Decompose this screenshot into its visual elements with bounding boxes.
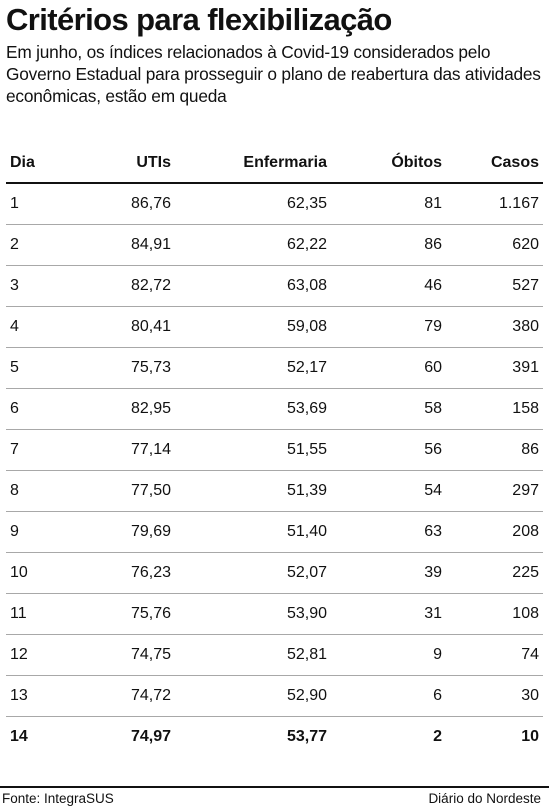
table-row: 4 80,41 59,08 79 380	[6, 306, 543, 348]
source-credit: Fonte: IntegraSUS	[2, 791, 114, 806]
cell-enfermaria: 53,77	[286, 728, 327, 745]
column-header-obitos: Óbitos	[331, 144, 446, 184]
cell-obitos: 79	[331, 306, 446, 348]
cell-utis: 86,76	[58, 183, 175, 225]
cell-obitos: 58	[331, 388, 446, 430]
cell-enfermaria: 52,81	[175, 634, 331, 676]
column-header-utis: UTIs	[58, 144, 175, 184]
cell-utis: 75,73	[58, 347, 175, 389]
cell-utis: 84,91	[58, 224, 175, 266]
table-row: 12 74,75 52,81 9 74	[6, 634, 543, 676]
cell-casos: 380	[446, 306, 543, 348]
cell-dia: 2	[6, 224, 58, 266]
cell-enfermaria: 62,35	[175, 183, 331, 225]
cell-casos: 1.167	[446, 183, 543, 225]
cell-dia: 9	[6, 511, 58, 553]
cell-casos: 158	[446, 388, 543, 430]
cell-enfermaria: 51,55	[175, 429, 331, 471]
cell-utis: 77,50	[58, 470, 175, 512]
cell-enfermaria: 52,07	[175, 552, 331, 594]
table-row: 9 79,69 51,40 63 208	[6, 511, 543, 553]
table-row: 7 77,14 51,55 56 86	[6, 429, 543, 471]
cell-obitos: 54	[331, 470, 446, 512]
cell-obitos: 63	[331, 511, 446, 553]
cell-obitos: 6	[331, 675, 446, 717]
table-row: 2 84,91 62,22 86 620	[6, 224, 543, 266]
cell-utis: 76,23	[58, 552, 175, 594]
cell-dia: 8	[6, 470, 58, 512]
table-header-row: Dia UTIs Enfermaria Óbitos Casos	[6, 144, 543, 184]
cell-obitos: 86	[331, 224, 446, 266]
table-body: 1 86,76 62,35 81 1.167 2 84,91 62,22 86 620 3 82,72…	[6, 183, 543, 757]
cell-dia: 1	[6, 183, 58, 225]
cell-enfermaria: 51,39	[175, 470, 331, 512]
cell-obitos: 9	[331, 634, 446, 676]
cell-dia: 6	[6, 388, 58, 430]
page-title: Critérios para flexibilização	[6, 2, 392, 37]
cell-obitos: 81	[331, 183, 446, 225]
cell-casos: 208	[446, 511, 543, 553]
table-row: 11 75,76 53,90 31 108	[6, 593, 543, 635]
cell-utis: 77,14	[58, 429, 175, 471]
table-row: 8 77,50 51,39 54 297	[6, 470, 543, 512]
table-row: 13 74,72 52,90 6 30	[6, 675, 543, 717]
cell-enfermaria: 52,90	[175, 675, 331, 717]
cell-casos: 297	[446, 470, 543, 512]
cell-obitos: 56	[331, 429, 446, 471]
publisher-name: Diário do Nordeste	[428, 791, 541, 806]
cell-utis: 79,69	[58, 511, 175, 553]
table-row: 5 75,73 52,17 60 391	[6, 347, 543, 389]
cell-dia: 7	[6, 429, 58, 471]
cell-utis: 82,95	[58, 388, 175, 430]
cell-obitos: 60	[331, 347, 446, 389]
cell-enfermaria: 53,90	[175, 593, 331, 635]
footer: Fonte: IntegraSUS Diário do Nordeste	[0, 786, 549, 806]
cell-utis: 80,41	[58, 306, 175, 348]
cell-dia: 5	[6, 347, 58, 389]
table-row: 1 86,76 62,35 81 1.167	[6, 183, 543, 225]
column-header-enfermaria: Enfermaria	[175, 144, 331, 184]
data-table: Dia UTIs Enfermaria Óbitos Casos 1 86,76 6…	[6, 144, 543, 757]
table-row: 3 82,72 63,08 46 527	[6, 265, 543, 307]
cell-casos: 74	[446, 634, 543, 676]
cell-casos: 86	[446, 429, 543, 471]
cell-dia: 4	[6, 306, 58, 348]
cell-casos: 108	[446, 593, 543, 635]
cell-casos: 225	[446, 552, 543, 594]
cell-utis: 82,72	[58, 265, 175, 307]
table-row: 14 74,97 53,77 2 10	[6, 717, 543, 758]
column-header-dia: Dia	[6, 144, 58, 184]
cell-enfermaria: 62,22	[175, 224, 331, 266]
cell-enfermaria: 53,69	[175, 388, 331, 430]
table-row: 6 82,95 53,69 58 158	[6, 388, 543, 430]
cell-dia: 14	[10, 728, 28, 745]
cell-casos: 527	[446, 265, 543, 307]
cell-dia: 12	[6, 634, 58, 676]
cell-dia: 11	[6, 593, 58, 635]
cell-casos: 391	[446, 347, 543, 389]
cell-enfermaria: 51,40	[175, 511, 331, 553]
cell-dia: 13	[6, 675, 58, 717]
cell-utis: 75,76	[58, 593, 175, 635]
cell-enfermaria: 63,08	[175, 265, 331, 307]
cell-enfermaria: 52,17	[175, 347, 331, 389]
column-header-casos: Casos	[446, 144, 543, 184]
cell-casos: 30	[446, 675, 543, 717]
cell-dia: 3	[6, 265, 58, 307]
cell-utis: 74,72	[58, 675, 175, 717]
cell-obitos: 46	[331, 265, 446, 307]
page-subtitle: Em junho, os índices relacionados à Covi…	[6, 42, 541, 106]
cell-obitos: 31	[331, 593, 446, 635]
table-row: 10 76,23 52,07 39 225	[6, 552, 543, 594]
cell-obitos: 2	[433, 728, 442, 745]
cell-dia: 10	[6, 552, 58, 594]
cell-casos: 10	[521, 728, 539, 745]
cell-obitos: 39	[331, 552, 446, 594]
cell-enfermaria: 59,08	[175, 306, 331, 348]
cell-utis: 74,75	[58, 634, 175, 676]
cell-utis: 74,97	[130, 728, 171, 745]
cell-casos: 620	[446, 224, 543, 266]
